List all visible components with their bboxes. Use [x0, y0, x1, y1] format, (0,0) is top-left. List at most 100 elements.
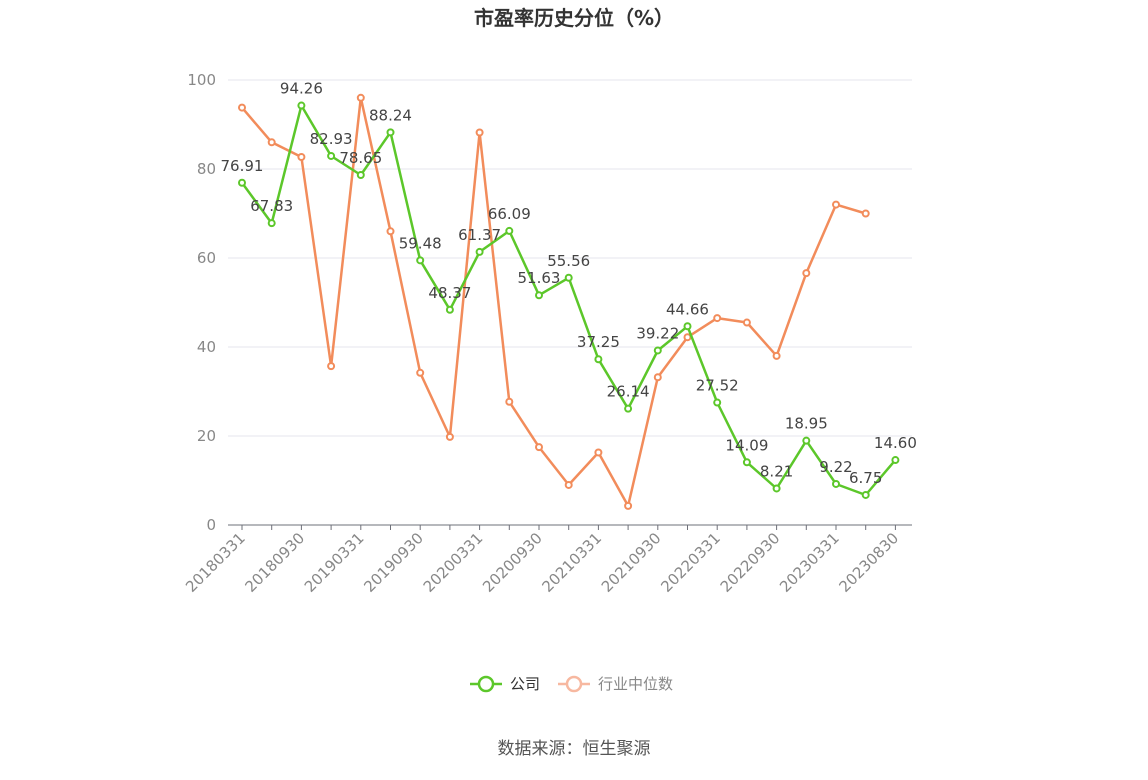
- data-label: 14.60: [874, 434, 917, 452]
- x-tick-label: 20210930: [598, 529, 665, 596]
- data-label: 55.56: [547, 252, 590, 270]
- data-point[interactable]: [535, 291, 543, 300]
- data-label: 78.65: [339, 149, 382, 167]
- data-point[interactable]: [416, 368, 425, 377]
- data-point[interactable]: [564, 480, 573, 489]
- data-point[interactable]: [238, 103, 246, 112]
- series-lines: [238, 93, 900, 510]
- data-label: 67.83: [250, 197, 293, 215]
- legend-item-1[interactable]: 行业中位数: [558, 675, 673, 693]
- data-point[interactable]: [267, 138, 276, 147]
- x-tick-label: 20220930: [717, 529, 784, 596]
- data-point[interactable]: [297, 101, 306, 110]
- chart-title: 市盈率历史分位（%）: [474, 6, 674, 30]
- data-point[interactable]: [475, 247, 484, 256]
- data-point[interactable]: [327, 362, 336, 371]
- data-point[interactable]: [772, 351, 781, 360]
- x-tick-label: 20200930: [479, 529, 546, 596]
- data-label: 37.25: [577, 333, 620, 351]
- data-point[interactable]: [861, 209, 870, 218]
- data-label: 6.75: [849, 469, 882, 487]
- data-point[interactable]: [713, 314, 722, 323]
- data-label: 39.22: [636, 324, 679, 342]
- data-point[interactable]: [594, 355, 603, 364]
- data-label: 48.37: [428, 284, 471, 302]
- data-label: 94.26: [280, 80, 323, 98]
- data-label: 18.95: [785, 415, 828, 433]
- data-point[interactable]: [356, 171, 365, 180]
- data-point[interactable]: [267, 219, 276, 228]
- legend-label: 公司: [510, 675, 540, 693]
- data-point[interactable]: [713, 398, 722, 407]
- data-point[interactable]: [653, 346, 662, 355]
- y-tick-label: 20: [197, 427, 216, 445]
- x-tick-label: 20200331: [420, 529, 487, 596]
- data-point[interactable]: [445, 432, 454, 441]
- x-tick-label: 20180930: [242, 529, 309, 596]
- data-label: 61.37: [458, 226, 501, 244]
- data-point[interactable]: [445, 305, 454, 314]
- y-tick-label: 60: [197, 249, 216, 267]
- data-point[interactable]: [742, 458, 751, 467]
- legend-item-0[interactable]: 公司: [470, 675, 540, 693]
- legend-circle-icon: [565, 675, 583, 693]
- x-tick-label: 20190930: [360, 529, 427, 596]
- data-point[interactable]: [594, 448, 603, 457]
- series-line-1: [241, 96, 867, 508]
- y-tick-label: 80: [197, 160, 216, 178]
- x-tick-label: 20210331: [539, 529, 606, 596]
- data-label: 66.09: [488, 205, 531, 223]
- data-source-note: 数据来源：恒生聚源: [498, 739, 651, 759]
- data-point[interactable]: [802, 269, 811, 278]
- data-point[interactable]: [683, 322, 692, 331]
- data-point[interactable]: [535, 443, 543, 452]
- data-label: 59.48: [399, 234, 442, 252]
- data-label: 82.93: [310, 130, 353, 148]
- data-point[interactable]: [653, 373, 662, 382]
- legend: 公司 行业中位数: [470, 675, 673, 693]
- data-point[interactable]: [564, 273, 573, 282]
- data-label: 51.63: [518, 269, 561, 287]
- data-point[interactable]: [327, 151, 336, 160]
- y-tick-label: 40: [197, 338, 216, 356]
- data-label: 76.91: [221, 157, 264, 175]
- data-point[interactable]: [356, 93, 365, 102]
- data-point[interactable]: [742, 318, 751, 327]
- data-point[interactable]: [505, 397, 514, 406]
- data-label: 8.21: [760, 462, 793, 480]
- data-label: 14.09: [725, 436, 768, 454]
- x-tick-label: 20220331: [657, 529, 724, 596]
- y-tick-label: 100: [187, 71, 216, 89]
- axes: 0 20 40 60 80 100 2018033120180930201903312019…: [182, 71, 912, 596]
- legend-label: 行业中位数: [598, 675, 673, 693]
- data-label: 9.22: [819, 458, 852, 476]
- x-tick-label: 20230331: [776, 529, 843, 596]
- data-point[interactable]: [475, 128, 484, 137]
- data-label: 26.14: [607, 383, 650, 401]
- data-point[interactable]: [772, 484, 781, 493]
- x-tick-label: 20230830: [836, 529, 903, 596]
- data-point[interactable]: [238, 178, 246, 187]
- data-point[interactable]: [505, 226, 514, 235]
- x-tick-label: 20190331: [301, 529, 368, 596]
- data-point[interactable]: [832, 200, 840, 209]
- data-point[interactable]: [386, 128, 395, 137]
- y-tick-label: 0: [206, 516, 216, 534]
- data-point[interactable]: [832, 479, 840, 488]
- data-point[interactable]: [416, 256, 425, 265]
- data-point[interactable]: [386, 227, 395, 236]
- data-label: 44.66: [666, 300, 709, 318]
- legend-circle-icon: [477, 675, 495, 693]
- data-point[interactable]: [802, 436, 811, 445]
- x-tick-label: 20180331: [182, 529, 249, 596]
- data-point[interactable]: [861, 490, 870, 499]
- data-point[interactable]: [891, 456, 900, 465]
- data-label: 88.24: [369, 106, 412, 124]
- data-point[interactable]: [297, 152, 306, 161]
- data-point[interactable]: [624, 404, 633, 413]
- data-point[interactable]: [624, 501, 633, 510]
- data-label: 27.52: [696, 377, 739, 395]
